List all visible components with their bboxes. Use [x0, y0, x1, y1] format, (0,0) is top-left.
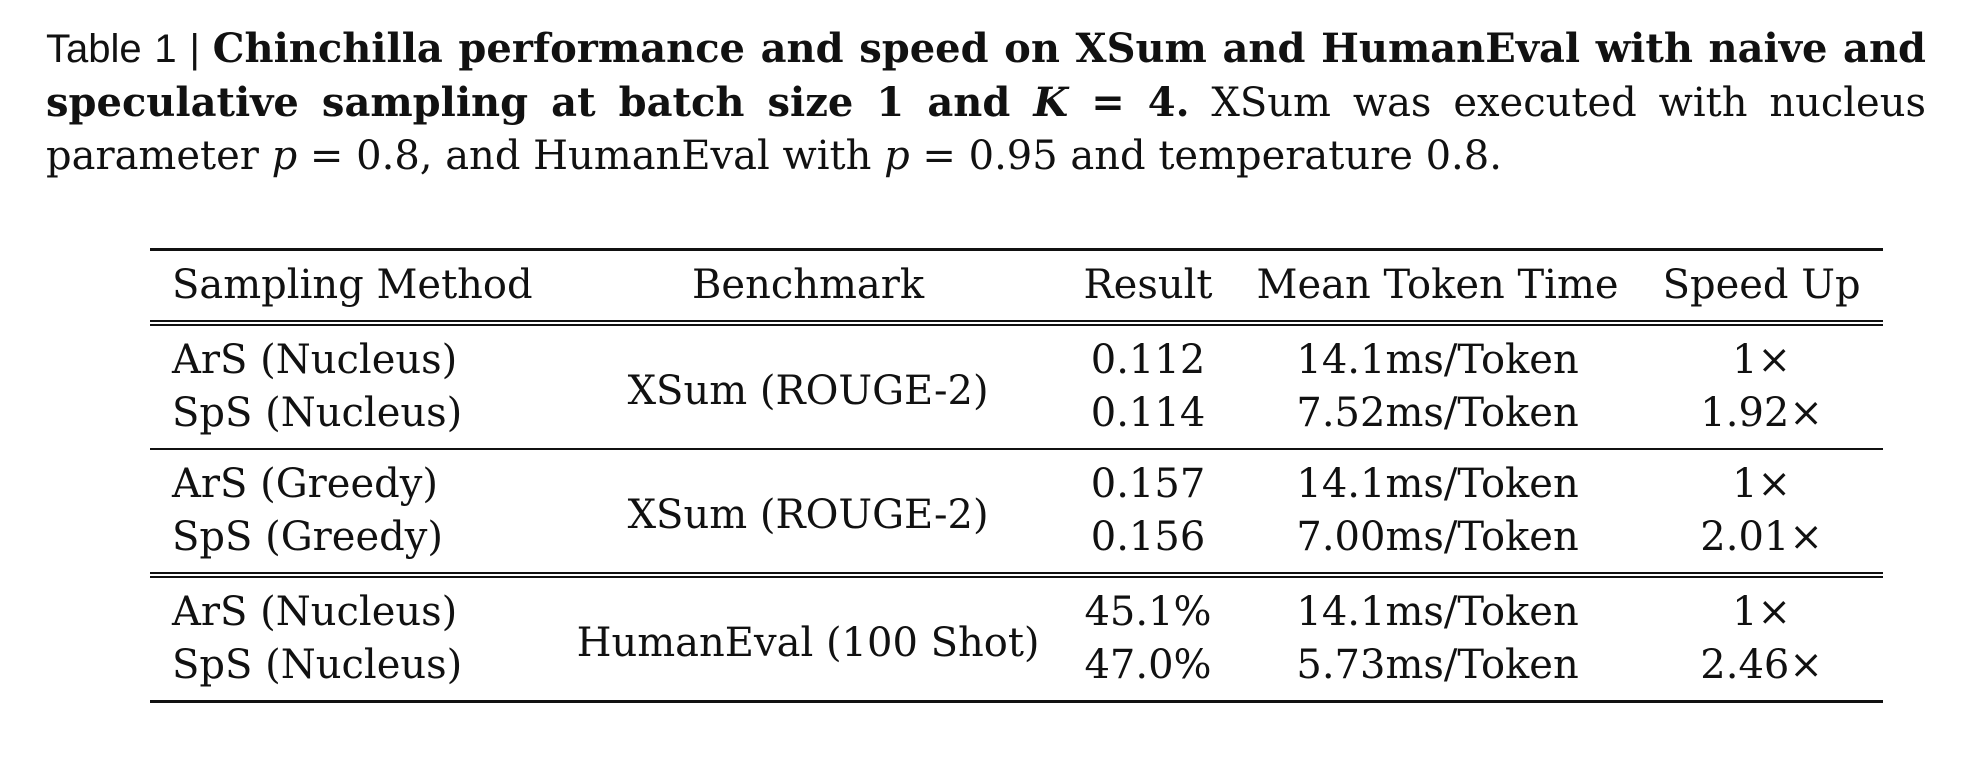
- token-time-cell: 7.00ms/Token: [1296, 514, 1579, 560]
- token-time-cell: 7.52ms/Token: [1296, 390, 1579, 436]
- group-3: ArS (Nucleus) HumanEval (100 Shot) 45.1%…: [150, 575, 1883, 702]
- results-table: Sampling Method Benchmark Result Mean To…: [150, 248, 1883, 703]
- benchmark-cell: HumanEval (100 Shot): [576, 619, 1040, 666]
- caption-text-3: = 0.95 and temperature 0.8.: [909, 133, 1502, 179]
- group-2: ArS (Greedy) XSum (ROUGE-2) 0.157 14.1ms…: [150, 449, 1883, 575]
- method-cell: SpS (Nucleus): [172, 390, 463, 436]
- caption-p-variable-1: p: [271, 133, 298, 179]
- table-row: ArS (Nucleus) HumanEval (100 Shot) 45.1%…: [150, 575, 1883, 666]
- token-time-cell: 14.1ms/Token: [1296, 337, 1579, 383]
- header-benchmark: Benchmark: [692, 262, 925, 308]
- speed-up-cell: 2.46×: [1700, 642, 1823, 688]
- caption-text-2: = 0.8, and HumanEval with: [297, 133, 885, 179]
- speed-up-cell: 1.92×: [1700, 390, 1823, 436]
- result-cell: 0.156: [1090, 514, 1206, 560]
- caption-label: Table 1 |: [46, 27, 213, 71]
- result-cell: 0.112: [1090, 337, 1206, 383]
- table-caption: Table 1 | Chinchilla performance and spe…: [46, 22, 1926, 183]
- result-cell: 0.157: [1090, 461, 1206, 507]
- token-time-cell: 5.73ms/Token: [1296, 642, 1579, 688]
- table-row: SpS (Nucleus) 0.114 7.52ms/Token 1.92×: [150, 387, 1883, 449]
- token-time-cell: 14.1ms/Token: [1296, 461, 1579, 507]
- method-cell: ArS (Nucleus): [172, 589, 458, 635]
- header-speed-up: Speed Up: [1662, 262, 1861, 308]
- result-cell: 45.1%: [1084, 589, 1212, 635]
- header-mean-token-time: Mean Token Time: [1256, 262, 1619, 308]
- table-row: SpS (Greedy) 0.156 7.00ms/Token 2.01×: [150, 511, 1883, 575]
- result-cell: 0.114: [1090, 390, 1206, 436]
- speed-up-cell: 1×: [1732, 461, 1792, 507]
- caption-text-1: XSum was executed with nucleus parameter: [46, 80, 1926, 179]
- benchmark-cell: XSum (ROUGE-2): [627, 367, 989, 414]
- speed-up-cell: 1×: [1732, 337, 1792, 383]
- result-cell: 47.0%: [1084, 642, 1212, 688]
- caption-k-variable: K: [1033, 79, 1069, 126]
- speed-up-cell: 1×: [1732, 589, 1792, 635]
- method-cell: ArS (Greedy): [172, 461, 438, 507]
- table-row: ArS (Nucleus) XSum (ROUGE-2) 0.112 14.1m…: [150, 323, 1883, 414]
- method-cell: SpS (Nucleus): [172, 642, 463, 688]
- header-result: Result: [1083, 262, 1213, 308]
- header-sampling-method: Sampling Method: [172, 262, 533, 308]
- method-cell: SpS (Greedy): [172, 514, 443, 560]
- speed-up-cell: 2.01×: [1700, 514, 1823, 560]
- table-header-row: Sampling Method Benchmark Result Mean To…: [150, 249, 1883, 324]
- caption-bold-text: Chinchilla performance and speed on XSum…: [46, 25, 1926, 126]
- results-table-container: Sampling Method Benchmark Result Mean To…: [150, 248, 1883, 703]
- group-1: ArS (Nucleus) XSum (ROUGE-2) 0.112 14.1m…: [150, 323, 1883, 449]
- benchmark-cell: XSum (ROUGE-2): [627, 491, 989, 538]
- token-time-cell: 14.1ms/Token: [1296, 589, 1579, 635]
- caption-p-variable-2: p: [884, 133, 910, 179]
- table-row: ArS (Greedy) XSum (ROUGE-2) 0.157 14.1ms…: [150, 449, 1883, 538]
- method-cell: ArS (Nucleus): [172, 337, 458, 383]
